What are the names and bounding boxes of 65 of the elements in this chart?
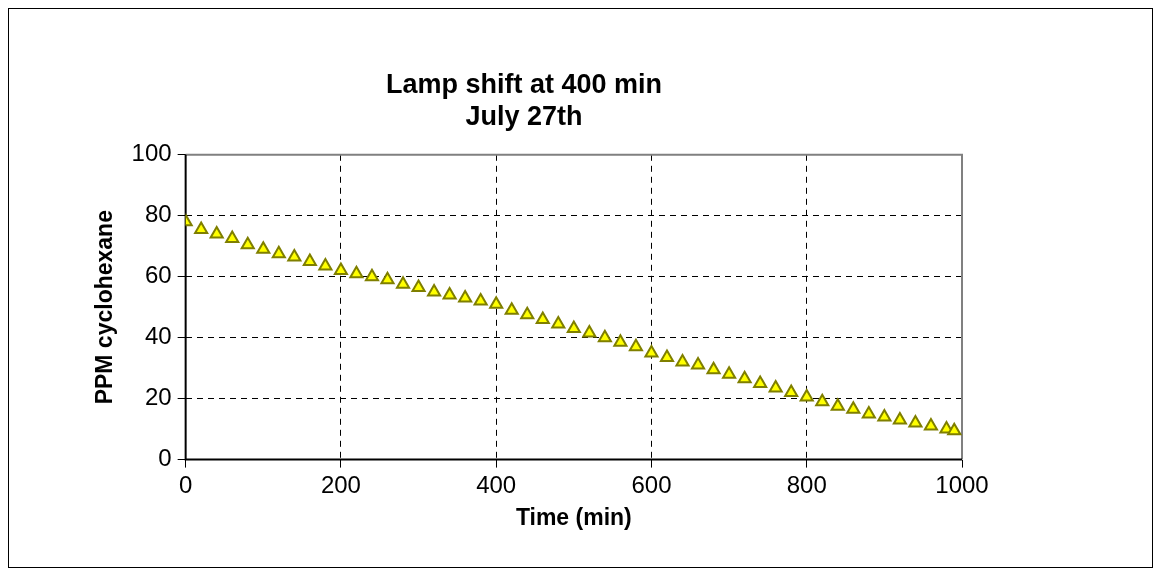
point <box>753 375 768 388</box>
point <box>597 329 612 343</box>
x-tick-label: 400 <box>476 470 517 498</box>
point <box>659 349 675 362</box>
point <box>846 401 861 414</box>
point <box>861 405 876 419</box>
point <box>302 253 317 266</box>
y-tick-label: 60 <box>144 261 172 289</box>
x-axis-title: Time (min) <box>515 503 632 530</box>
x-tick-label: 600 <box>631 470 672 498</box>
y-tick-label: 0 <box>158 444 172 472</box>
point <box>473 293 488 306</box>
text: Lamp shift at 400 min <box>385 68 663 99</box>
point <box>380 271 395 285</box>
point <box>240 236 255 250</box>
point <box>349 265 364 279</box>
point <box>722 366 737 379</box>
point <box>489 296 504 309</box>
point <box>815 393 830 407</box>
point <box>923 418 939 431</box>
point <box>318 258 333 271</box>
point <box>582 325 597 338</box>
point <box>504 302 519 315</box>
y-tick-label: 40 <box>144 322 172 350</box>
y-tick-label: 20 <box>144 383 172 411</box>
point <box>784 384 799 398</box>
y-tick-label: 100 <box>131 139 172 167</box>
point <box>535 311 550 324</box>
point <box>947 422 962 436</box>
point <box>458 290 473 303</box>
point <box>690 357 706 370</box>
x-tick-label: 0 <box>178 470 193 498</box>
y-axis-title: PPM cyclohexane <box>91 210 118 405</box>
point <box>209 226 224 239</box>
point <box>566 320 581 334</box>
x-tick-label: 1000 <box>935 470 989 498</box>
point <box>271 245 286 259</box>
point <box>908 415 923 428</box>
point <box>768 379 783 393</box>
point <box>628 338 643 352</box>
point <box>256 241 271 254</box>
point <box>675 354 690 367</box>
y-tick-label: 80 <box>144 200 172 228</box>
point <box>830 398 845 411</box>
point <box>706 361 721 375</box>
point <box>442 287 457 300</box>
x-tick-label: 800 <box>786 470 827 498</box>
point <box>613 334 628 347</box>
point <box>877 408 892 422</box>
point <box>287 248 302 262</box>
point <box>892 411 907 425</box>
point <box>520 306 535 320</box>
point <box>411 279 426 292</box>
point <box>427 283 442 297</box>
point <box>799 389 814 402</box>
x-tick-label: 200 <box>320 470 361 498</box>
point <box>395 276 411 289</box>
text: July 27th <box>465 101 583 132</box>
point <box>333 262 348 276</box>
point <box>737 370 752 384</box>
point <box>364 268 380 282</box>
point <box>551 315 566 329</box>
point <box>644 344 659 358</box>
point <box>194 221 209 234</box>
point <box>225 230 240 244</box>
